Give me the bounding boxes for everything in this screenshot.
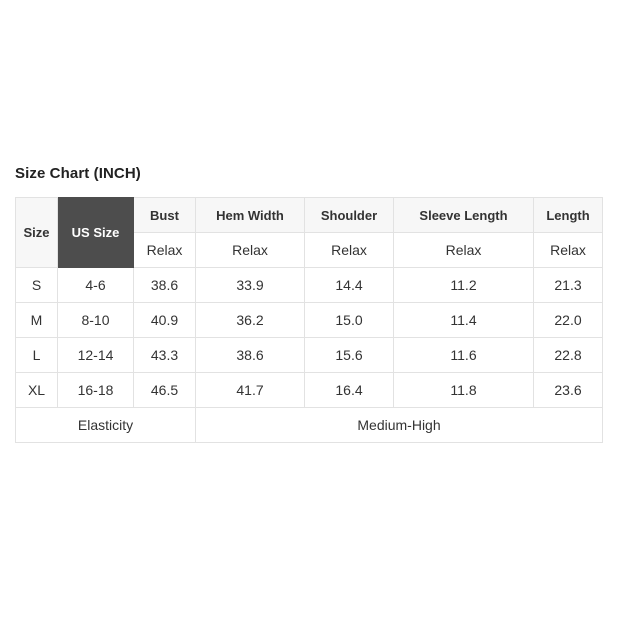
table-row-xl: XL 16-18 46.5 41.7 16.4 11.8 23.6 [15,372,603,408]
table-cell: 40.9 [133,302,196,338]
fit-type-cell: Relax [304,232,394,268]
col-header-shoulder: Shoulder [304,197,394,233]
fit-type-cell: Relax [533,232,603,268]
fit-type-cell: Relax [393,232,534,268]
table-cell: 11.6 [393,337,534,373]
table-cell: S [15,267,58,303]
table-row-s: S 4-6 38.6 33.9 14.4 11.2 21.3 [15,267,603,303]
table-cell: 43.3 [133,337,196,373]
col-header-us-size: US Size [57,197,134,268]
table-cell: M [15,302,58,338]
table-cell: L [15,337,58,373]
table-cell: 8-10 [57,302,134,338]
table-cell: 14.4 [304,267,394,303]
size-chart-table: Size US Size Bust Hem Width Shoulder Sle… [15,197,603,443]
table-cell: 33.9 [195,267,305,303]
col-header-sleeve-length: Sleeve Length [393,197,534,233]
table-cell: 11.2 [393,267,534,303]
table-cell: 16.4 [304,372,394,408]
elasticity-value-cell: Medium-High [195,407,603,443]
header-row: Size US Size Bust Hem Width Shoulder Sle… [15,197,603,268]
table-cell: 15.6 [304,337,394,373]
table-cell: 16-18 [57,372,134,408]
fit-type-row: Relax Relax Relax Relax Relax [16,232,603,268]
col-header-hem-width: Hem Width [195,197,305,233]
table-cell: 46.5 [133,372,196,408]
table-cell: 21.3 [533,267,603,303]
table-cell: 41.7 [195,372,305,408]
col-header-bust: Bust [133,197,196,233]
fit-type-cell: Relax [133,232,196,268]
table-cell: XL [15,372,58,408]
table-cell: 22.8 [533,337,603,373]
table-row-l: L 12-14 43.3 38.6 15.6 11.6 22.8 [15,337,603,373]
table-cell: 4-6 [57,267,134,303]
col-header-length: Length [533,197,603,233]
col-header-size: Size [15,197,58,268]
table-cell: 11.4 [393,302,534,338]
table-cell: 23.6 [533,372,603,408]
table-cell: 36.2 [195,302,305,338]
page-title: Size Chart (INCH) [15,165,141,182]
elasticity-row: Elasticity Medium-High [15,407,603,443]
table-cell: 12-14 [57,337,134,373]
table-cell: 38.6 [195,337,305,373]
table-cell: 22.0 [533,302,603,338]
table-row-m: M 8-10 40.9 36.2 15.0 11.4 22.0 [15,302,603,338]
table-cell: 15.0 [304,302,394,338]
elasticity-label-cell: Elasticity [15,407,196,443]
fit-type-cell: Relax [195,232,305,268]
table-cell: 38.6 [133,267,196,303]
table-cell: 11.8 [393,372,534,408]
